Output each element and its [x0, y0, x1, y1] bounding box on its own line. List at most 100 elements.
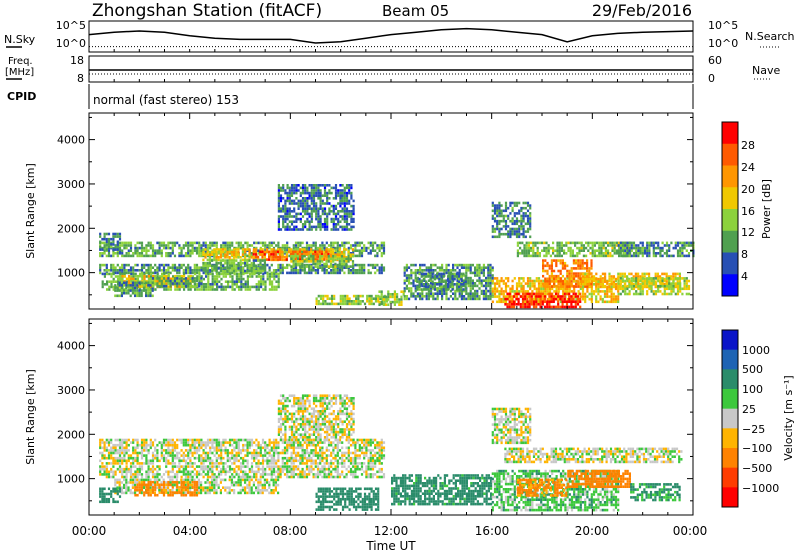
- range-cell: [576, 254, 579, 258]
- range-cell: [99, 240, 102, 244]
- range-cell: [610, 275, 613, 278]
- range-cell: [328, 297, 331, 300]
- range-cell: [502, 295, 505, 298]
- range-cell: [412, 271, 415, 275]
- range-cell: [295, 189, 298, 192]
- range-cell: [369, 252, 372, 255]
- range-cell: [382, 241, 386, 245]
- range-cell: [556, 254, 559, 258]
- range-cell: [650, 290, 653, 293]
- range-cell: [299, 202, 302, 205]
- range-cell: [293, 184, 296, 187]
- range-cell: [577, 267, 580, 270]
- noise-strip: N.Sky 10^5 10^0 10^5 10^0 N.Search: [4, 19, 795, 53]
- range-cell: [184, 241, 188, 245]
- range-cell: [315, 189, 318, 192]
- range-cell: [493, 209, 497, 213]
- range-cell: [408, 279, 411, 282]
- range-cell: [463, 289, 466, 293]
- range-cell: [537, 287, 541, 291]
- range-cell: [500, 227, 503, 231]
- range-cell: [118, 252, 122, 255]
- range-cell: [341, 202, 344, 205]
- range-cell: [518, 232, 521, 236]
- range-cell: [533, 297, 536, 301]
- range-cell: [204, 267, 207, 270]
- range-cell: [276, 255, 279, 259]
- range-cell: [493, 230, 497, 233]
- range-cell: [295, 225, 298, 229]
- freq-label-line2: [MHz]: [5, 67, 34, 78]
- range-cell: [293, 220, 296, 223]
- range-cell: [463, 295, 466, 298]
- range-cell: [579, 297, 582, 301]
- range-cell: [451, 280, 454, 283]
- range-cell: [266, 244, 269, 247]
- range-cell: [482, 269, 485, 272]
- range-cell: [595, 295, 598, 298]
- range-cell: [687, 279, 691, 283]
- range-cell: [546, 297, 549, 301]
- range-cell: [319, 223, 322, 226]
- range-cell: [632, 246, 636, 250]
- range-cell: [564, 264, 567, 268]
- range-cell: [282, 220, 285, 223]
- range-cell: [613, 246, 616, 250]
- range-cell: [156, 280, 159, 283]
- range-cell: [396, 293, 399, 296]
- range-cell: [307, 253, 310, 256]
- range-cell: [478, 263, 481, 267]
- range-cell: [279, 189, 283, 192]
- range-cell: [460, 295, 463, 298]
- range-cell: [433, 285, 436, 289]
- range-cell: [345, 256, 348, 259]
- range-cell: [485, 295, 488, 298]
- range-cell: [326, 217, 329, 221]
- range-cell: [255, 288, 258, 291]
- range-cell: [330, 271, 333, 275]
- range-cell: [672, 284, 675, 288]
- range-cell: [421, 263, 424, 267]
- range-cell: [196, 283, 199, 286]
- range-cell: [581, 295, 585, 298]
- range-cell: [204, 244, 207, 247]
- range-cell: [317, 215, 320, 218]
- range-cell: [524, 297, 527, 301]
- range-cell: [590, 267, 593, 270]
- range-cell: [167, 282, 170, 285]
- range-cell: [526, 277, 530, 280]
- range-cell: [336, 246, 339, 250]
- range-cell: [334, 204, 338, 208]
- range-cell: [663, 290, 666, 293]
- range-cell: [308, 215, 311, 218]
- range-cell: [227, 283, 230, 286]
- range-cell: [215, 246, 218, 250]
- range-cell: [330, 294, 334, 298]
- range-cell: [480, 266, 483, 269]
- range-cell: [641, 252, 644, 255]
- range-cell: [676, 292, 680, 296]
- range-cell: [154, 282, 157, 285]
- range-cell: [458, 285, 461, 289]
- range-cell: [506, 305, 509, 309]
- range-cell: [557, 287, 560, 291]
- range-cell: [312, 257, 315, 261]
- range-cell: [593, 283, 596, 286]
- range-cell: [338, 246, 342, 250]
- range-cell: [271, 288, 274, 291]
- range-cell: [145, 249, 148, 252]
- range-cell: [410, 295, 413, 298]
- range-cell: [315, 204, 318, 208]
- range-cell: [209, 288, 212, 291]
- range-cell: [464, 288, 467, 291]
- range-cell: [340, 265, 344, 268]
- range-cell: [557, 274, 560, 278]
- range-cell: [356, 244, 359, 247]
- range-cell: [540, 279, 543, 283]
- range-cell: [370, 297, 373, 300]
- range-cell: [301, 210, 305, 213]
- nsearch-tick-low: 10^0: [708, 37, 738, 50]
- range-cell: [436, 288, 439, 291]
- range-cell: [469, 284, 472, 288]
- range-cell: [101, 285, 104, 289]
